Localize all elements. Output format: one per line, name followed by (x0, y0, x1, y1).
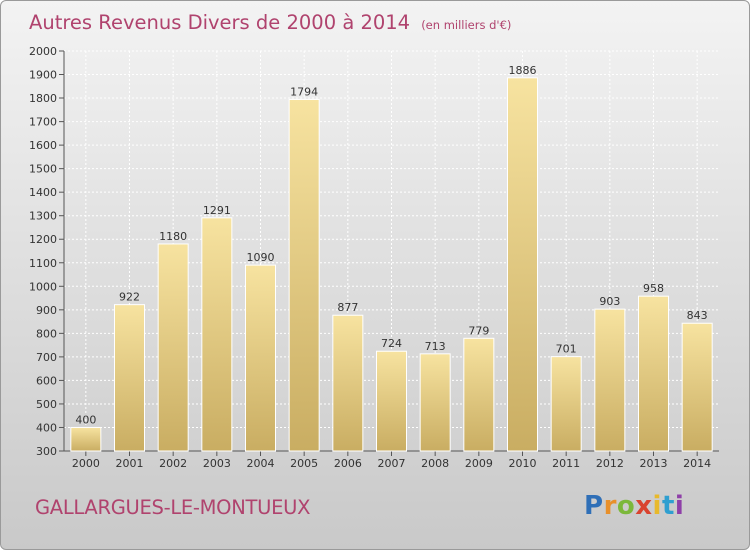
bar-2007 (376, 350, 407, 452)
x-tick-label-2009: 2009 (465, 457, 493, 470)
data-label-2003: 1291 (203, 204, 231, 217)
y-tick-label: 600 (36, 374, 57, 387)
labels: 400 2000 922 2001 1180 2002 1291 2003 1090 2004 17… (72, 64, 711, 470)
x-tick-label-2005: 2005 (290, 457, 318, 470)
y-tick-label: 700 (36, 351, 57, 364)
data-label-2006: 877 (337, 301, 358, 314)
chart-title: Autres Revenus Divers de 2000 à 2014 (29, 11, 411, 34)
data-label-2008: 713 (425, 340, 446, 353)
proxiti-logo[interactable]: Proxiti (584, 491, 685, 521)
y-tick-label: 1400 (29, 186, 57, 199)
chart-unit: (en milliers d'€) (421, 18, 512, 32)
data-label-2001: 922 (119, 291, 140, 304)
y-tick-label: 500 (36, 398, 57, 411)
data-label-2000: 400 (75, 413, 96, 426)
x-tick-label-2003: 2003 (203, 457, 231, 470)
bar-2000 (70, 426, 102, 452)
data-label-2010: 1886 (509, 64, 537, 77)
y-tick-label: 900 (36, 304, 57, 317)
x-tick-label-2014: 2014 (683, 457, 711, 470)
bar-2004 (245, 264, 276, 452)
data-label-2005: 1794 (290, 85, 318, 98)
y-tick-label: 1200 (29, 233, 57, 246)
bar-2014 (681, 322, 713, 452)
x-tick-label-2007: 2007 (378, 457, 406, 470)
y-tick-label: 800 (36, 327, 57, 340)
bars (70, 77, 713, 452)
commune-name: GALLARGUES-LE-MONTUEUX (35, 496, 311, 519)
bar-2010 (507, 77, 538, 452)
data-label-2014: 843 (687, 309, 708, 322)
y-tick-label: 1700 (29, 116, 57, 129)
bar-2009 (463, 337, 495, 452)
y-tick-label: 1300 (29, 210, 57, 223)
y-tick-label: 2000 (29, 45, 57, 58)
y-tick-label: 300 (36, 445, 57, 458)
x-tick-label-2013: 2013 (640, 457, 668, 470)
y-tick-label: 1000 (29, 280, 57, 293)
chart-title-row: Autres Revenus Divers de 2000 à 2014 (en… (29, 11, 511, 34)
y-tick-label: 1100 (29, 257, 57, 270)
x-tick-label-2006: 2006 (334, 457, 362, 470)
x-tick-label-2004: 2004 (247, 457, 275, 470)
data-label-2004: 1090 (247, 251, 275, 264)
bar-2003 (201, 217, 233, 452)
data-label-2002: 1180 (159, 230, 187, 243)
bar-2002 (157, 243, 189, 452)
y-tick-label: 1600 (29, 139, 57, 152)
y-tick-label: 400 (36, 421, 57, 434)
x-tick-label-2002: 2002 (159, 457, 187, 470)
x-tick-label-2008: 2008 (421, 457, 449, 470)
bar-2013 (638, 295, 669, 452)
x-tick-label-2010: 2010 (509, 457, 537, 470)
data-label-2011: 701 (556, 343, 577, 356)
y-tick-label: 1900 (29, 69, 57, 82)
bar-2005 (288, 98, 320, 452)
data-label-2009: 779 (468, 324, 489, 337)
data-label-2007: 724 (381, 337, 402, 350)
x-tick-label-2012: 2012 (596, 457, 624, 470)
bar-2011 (550, 356, 582, 452)
y-tick-label: 1800 (29, 92, 57, 105)
data-label-2012: 903 (599, 295, 620, 308)
bar-2006 (332, 314, 364, 452)
bar-2008 (419, 353, 451, 452)
x-tick-label-2011: 2011 (552, 457, 580, 470)
bar-2001 (114, 304, 145, 452)
x-tick-label-2001: 2001 (116, 457, 144, 470)
x-tick-label-2000: 2000 (72, 457, 100, 470)
data-label-2013: 958 (643, 282, 664, 295)
y-tick-label: 1500 (29, 163, 57, 176)
bar-2012 (594, 308, 626, 452)
